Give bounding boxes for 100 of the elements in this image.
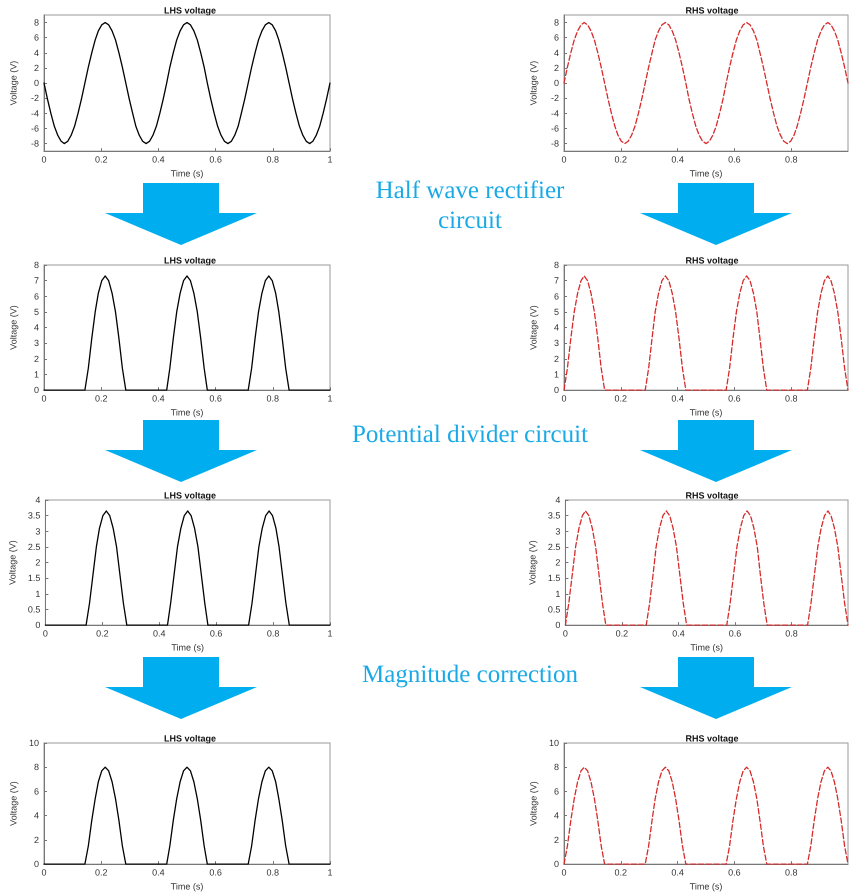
x-tick-label: 1 xyxy=(327,868,333,878)
x-tick-label: 0.4 xyxy=(152,628,166,639)
y-tick-label: -8 xyxy=(30,138,39,149)
line-series xyxy=(43,22,331,144)
x-tick-label: 0.8 xyxy=(266,628,280,639)
x-axis-title: Time (s) xyxy=(170,168,204,178)
x-axis-title: Time (s) xyxy=(170,882,204,892)
y-tick-label: 4 xyxy=(554,810,559,821)
y-tick-label: 4 xyxy=(34,810,39,821)
y-tick-label: 4 xyxy=(35,495,40,505)
x-tick-label: 0.6 xyxy=(728,154,741,165)
y-tick-label: 2 xyxy=(34,62,39,73)
x-tick-label: 0.8 xyxy=(266,394,280,404)
y-tick-label: 8 xyxy=(34,18,39,28)
y-tick-label: 6 xyxy=(554,32,559,43)
y-tick-label: 1 xyxy=(34,369,39,380)
y-tick-label: -4 xyxy=(30,108,39,118)
y-tick-label: -6 xyxy=(550,123,559,134)
x-tick-label: 0.6 xyxy=(209,394,222,404)
y-axis-title: Voltage (V) xyxy=(528,540,538,585)
y-tick-label: 10 xyxy=(548,738,559,748)
y-tick-label: 3 xyxy=(554,338,559,348)
x-tick-label: 0.4 xyxy=(152,394,165,404)
y-tick-label: 8 xyxy=(554,762,559,772)
x-tick-label: 0.4 xyxy=(671,868,684,878)
y-tick-label: 4 xyxy=(554,48,559,58)
x-tick-label: 0.2 xyxy=(94,154,108,165)
x-tick-label: 0.8 xyxy=(784,394,798,404)
y-tick-label: 0 xyxy=(34,859,39,870)
y-tick-label: 4 xyxy=(34,48,39,58)
text: Magnitude correction xyxy=(361,660,579,690)
y-tick-label: 6 xyxy=(554,786,559,796)
x-tick-label: 0.2 xyxy=(614,868,628,878)
y-tick-label: 3.5 xyxy=(28,510,40,521)
x-tick-label: 0.6 xyxy=(209,154,222,165)
x-tick-label: 0.2 xyxy=(616,628,628,639)
y-tick-label: 8 xyxy=(34,260,39,270)
y-axis-title: Voltage (V) xyxy=(528,60,538,106)
y-tick-label: 0.5 xyxy=(28,604,40,614)
y-tick-label: 6 xyxy=(554,291,559,302)
x-axis-title: Time (s) xyxy=(170,408,204,418)
x-tick-label: 0 xyxy=(42,628,48,639)
x-tick-label: 0.4 xyxy=(671,394,684,404)
y-tick-label: 0.5 xyxy=(548,604,560,614)
y-tick-label: 2 xyxy=(554,354,559,364)
y-tick-label: 2 xyxy=(555,558,560,568)
y-tick-label: 8 xyxy=(554,260,559,270)
chart-title: RHS voltage xyxy=(685,734,739,744)
x-axis-title: Time (s) xyxy=(690,408,722,418)
y-axis-title: Voltage (V) xyxy=(8,540,18,585)
y-tick-label: 1.5 xyxy=(28,573,40,584)
y-tick-label: 1.5 xyxy=(548,573,560,584)
text: Potential divider circuit xyxy=(350,420,590,450)
x-tick-label: 0 xyxy=(562,628,568,639)
y-axis-title: Voltage (V) xyxy=(528,781,538,826)
y-tick-label: 2 xyxy=(34,834,39,845)
x-axis-title: Time (s) xyxy=(171,642,204,652)
y-axis-title: Voltage (V) xyxy=(528,305,538,350)
y-tick-label: -6 xyxy=(30,123,39,134)
y-tick-label: 3 xyxy=(34,338,39,348)
y-tick-label: 6 xyxy=(34,291,39,302)
y-tick-label: 0 xyxy=(554,859,559,870)
x-tick-label: 1 xyxy=(327,154,333,165)
x-tick-label: 0.2 xyxy=(614,154,628,165)
x-tick-label: 0.6 xyxy=(209,868,222,878)
y-tick-label: 8 xyxy=(34,762,39,772)
x-axis-title: Time (s) xyxy=(690,882,722,892)
y-tick-label: -4 xyxy=(550,108,559,118)
y-tick-label: 0 xyxy=(554,78,559,88)
y-tick-label: 6 xyxy=(34,786,39,796)
y-tick-label: 2.5 xyxy=(28,542,40,552)
y-tick-label: 1 xyxy=(554,369,559,380)
y-tick-label: 1 xyxy=(35,588,40,599)
y-tick-label: -2 xyxy=(550,93,559,104)
x-tick-label: 0.2 xyxy=(94,394,108,404)
y-tick-label: 0 xyxy=(555,620,560,630)
y-tick-label: 2.5 xyxy=(548,542,560,552)
chart-title: RHS voltage xyxy=(685,6,739,16)
chart-title: LHS voltage xyxy=(164,734,216,744)
chart-title: LHS voltage xyxy=(164,256,216,266)
y-tick-label: 2 xyxy=(554,62,559,73)
chart-title: LHS voltage xyxy=(164,6,216,16)
y-tick-label: 7 xyxy=(34,276,39,286)
x-tick-label: 0.6 xyxy=(210,628,222,639)
x-tick-label: 1 xyxy=(327,394,333,404)
y-tick-label: 0 xyxy=(34,78,39,88)
chart-title: RHS voltage xyxy=(685,490,739,500)
y-tick-label: 10 xyxy=(28,738,39,748)
y-tick-label: 6 xyxy=(34,32,39,43)
x-tick-label: 0.8 xyxy=(266,868,280,878)
y-tick-label: 3 xyxy=(35,526,40,536)
y-tick-label: 0 xyxy=(35,620,40,630)
x-tick-label: 0.4 xyxy=(671,154,684,165)
y-tick-label: 5 xyxy=(34,306,39,317)
x-tick-label: 0.6 xyxy=(728,394,741,404)
chart-title: RHS voltage xyxy=(685,256,739,266)
x-tick-label: 0.8 xyxy=(784,154,798,165)
x-tick-label: 0.8 xyxy=(266,154,280,165)
x-tick-label: 0.2 xyxy=(96,628,109,639)
y-tick-label: 7 xyxy=(554,276,559,286)
